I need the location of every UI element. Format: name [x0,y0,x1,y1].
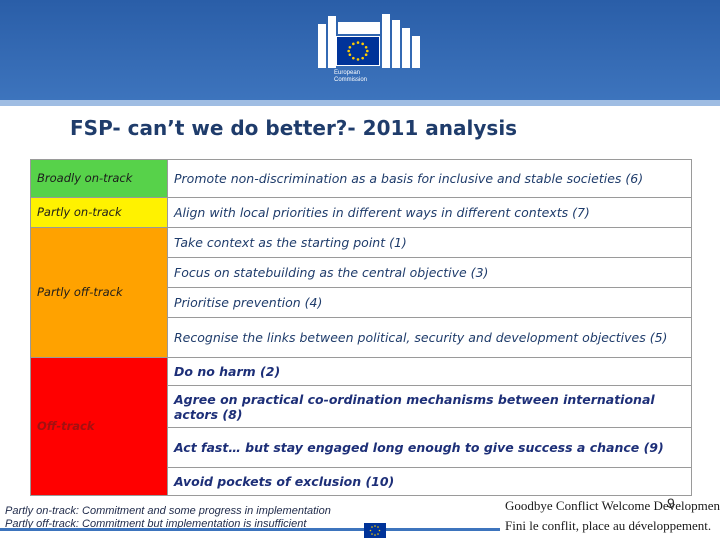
header-banner: European Commission [0,0,720,100]
status-cell-partly-off-track: Partly off-track [30,227,168,358]
status-label: Off-track [37,419,95,433]
status-cell-broadly-on-track: Broadly on-track [30,159,168,198]
principle-cell: Do no harm (2) [167,357,692,386]
bottom-bar [0,528,500,531]
principle-cell: Prioritise prevention (4) [167,287,692,318]
principle-cell: Avoid pockets of exclusion (10) [167,467,692,496]
principle-cell: Agree on practical co-ordination mechani… [167,385,692,428]
principles-table: Broadly on-track Promote non-discriminat… [30,159,692,496]
principle-cell: Promote non-discrimination as a basis fo… [167,159,692,198]
page-number: 9 [667,495,675,511]
table-row: Prioritise prevention (4) [31,287,692,318]
page-title: FSP- can’t we do better?- 2011 analysis [70,116,518,140]
org-name: European Commission [334,70,368,83]
principle-cell: Act fast… but stay engaged long enough t… [167,427,692,468]
table-row: Act fast… but stay engaged long enough t… [31,427,692,468]
table-row: Partly on-track Align with local priorit… [30,197,692,228]
footnote-line: Partly off-track: Commitment but impleme… [5,518,307,530]
principle-cell: Focus on statebuilding as the central ob… [167,257,692,288]
slogan-line: Goodbye Conflict Welcome Development. [505,498,720,513]
principle-cell: Align with local priorities in different… [167,197,692,228]
status-label: Partly off-track [37,285,123,299]
banner-stripe [0,100,720,106]
principle-cell: Recognise the links between political, s… [167,317,692,358]
status-cell-partly-on-track: Partly on-track [30,197,168,228]
status-label: Broadly on-track [37,171,133,185]
status-cell-off-track: Off-track [30,357,168,496]
slogan: Goodbye Conflict Welcome Development. Fi… [505,496,720,536]
status-label: Partly on-track [37,205,122,219]
footnote: Partly on-track: Commitment and some pro… [5,505,331,531]
footnote-line: Partly on-track: Commitment and some pro… [5,505,331,517]
slogan-line: Fini le conflit, place au développement. [505,518,712,533]
principle-cell: Take context as the starting point (1) [167,227,692,258]
european-commission-logo: European Commission [312,8,430,94]
table-row: Broadly on-track Promote non-discriminat… [30,159,692,198]
eu-flag-icon [336,36,380,66]
table-row: Avoid pockets of exclusion (10) [31,467,692,496]
eu-flag-icon [364,523,386,538]
table-row: Off-track Do no harm (2) [30,357,692,496]
table-row: Focus on statebuilding as the central ob… [31,257,692,288]
table-row: Partly off-track Take context as the sta… [30,227,692,358]
table-row: Agree on practical co-ordination mechani… [31,385,692,428]
